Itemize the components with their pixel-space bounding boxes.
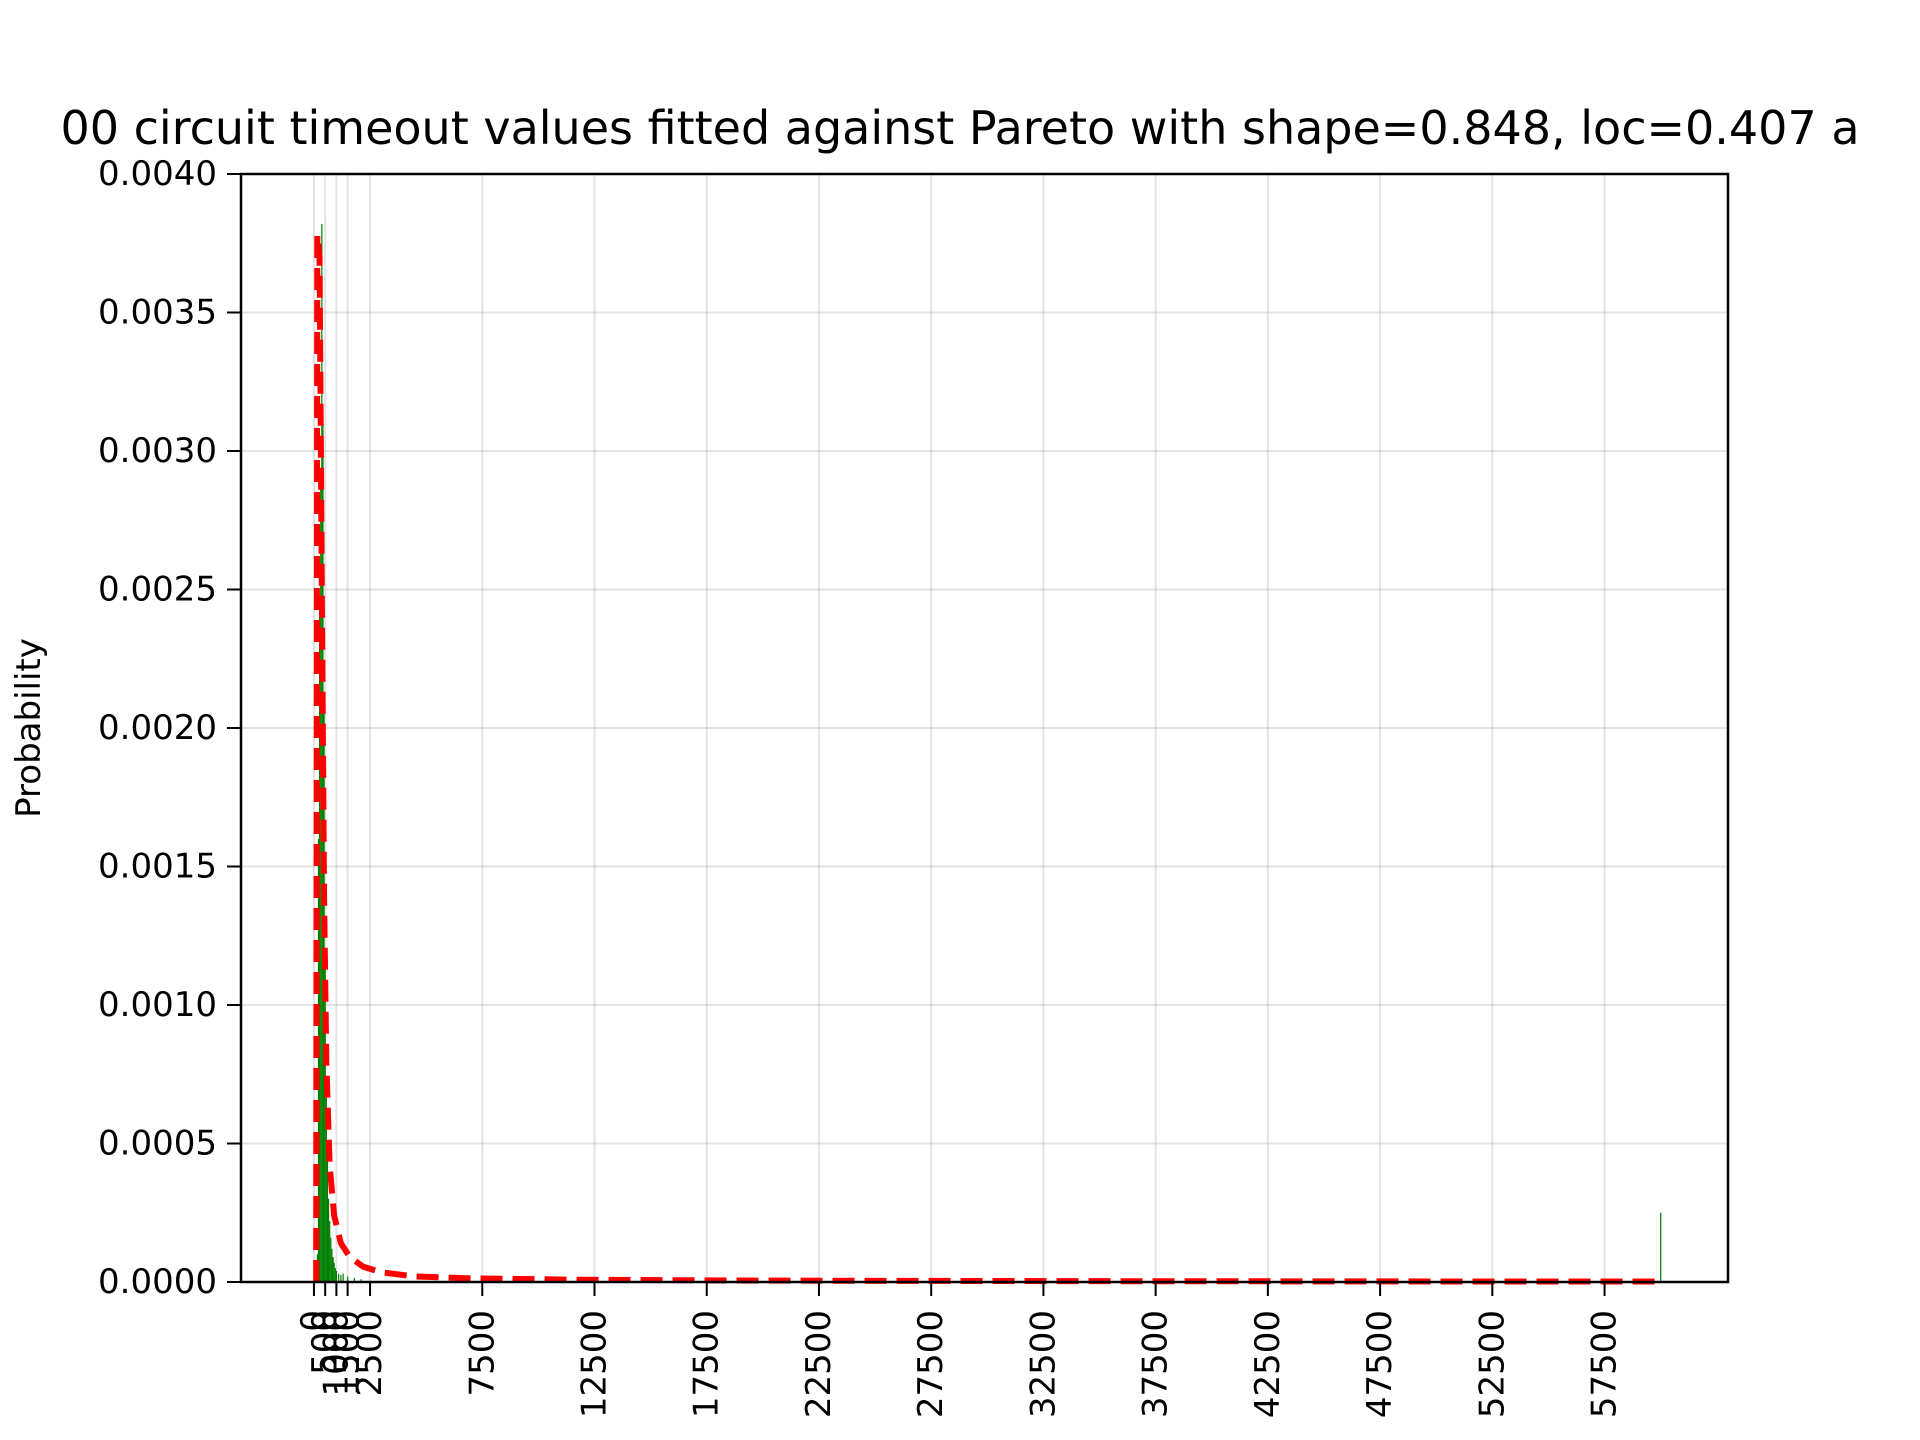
y-tick-label-0: 0.0000 [98, 1262, 217, 1302]
histogram-bar-12 [330, 1237, 332, 1282]
x-tick-label-11: 37500 [1136, 1310, 1176, 1418]
x-tick-label-2: 1000 [316, 1310, 356, 1397]
x-tick-label-7: 17500 [687, 1310, 727, 1418]
histogram-bar-1 [317, 838, 320, 1282]
histogram-bar-11 [329, 1221, 331, 1282]
chart-title: 00 circuit timeout values fitted against… [60, 101, 1859, 155]
histogram-bar-23 [360, 1279, 362, 1282]
histogram-bar-10 [327, 1198, 330, 1282]
x-tick-label-4: 2500 [350, 1310, 390, 1397]
histogram-bar-22 [353, 1277, 355, 1282]
histogram-bar-21 [347, 1276, 349, 1282]
x-tick-label-9: 27500 [911, 1310, 951, 1418]
y-tick-label-1: 0.0005 [98, 1124, 217, 1164]
histogram-bar-4 [321, 223, 323, 1283]
y-tick-label-5: 0.0025 [98, 570, 217, 610]
histogram-bar-15 [333, 1262, 335, 1282]
x-tick-label-13: 47500 [1360, 1310, 1400, 1418]
histogram-bar-18 [338, 1273, 340, 1282]
x-tick-label-6: 12500 [575, 1310, 615, 1418]
histogram-bar-8 [325, 1088, 327, 1282]
histogram-bar-13 [331, 1248, 333, 1282]
y-tick-label-7: 0.0035 [98, 293, 217, 333]
histogram-bar-17 [335, 1270, 338, 1282]
x-tick-label-0: 0 [294, 1310, 334, 1332]
histogram-bar-20 [342, 1273, 344, 1282]
histogram-bar-16 [334, 1268, 336, 1282]
histogram-bar-2 [318, 617, 321, 1282]
y-tick-label-3: 0.0015 [98, 847, 217, 887]
x-tick-label-3: 1500 [328, 1310, 368, 1397]
histogram-bar-19 [340, 1275, 342, 1282]
histogram-bar-3 [320, 478, 322, 1282]
y-tick-label-6: 0.0030 [98, 431, 217, 471]
x-tick-label-15: 57500 [1585, 1310, 1625, 1418]
y-tick-label-8: 0.0040 [98, 154, 217, 194]
x-tick-label-10: 32500 [1023, 1310, 1063, 1418]
histogram-bar-9 [326, 1157, 329, 1282]
x-tick-label-14: 52500 [1472, 1310, 1512, 1418]
x-tick-label-12: 42500 [1248, 1310, 1288, 1418]
y-tick-label-2: 0.0010 [98, 985, 217, 1025]
histogram-bar-24 [1660, 1212, 1662, 1282]
x-tick-label-5: 7500 [462, 1310, 502, 1397]
histogram-bar-14 [332, 1257, 334, 1282]
x-tick-label-1: 500 [305, 1310, 345, 1375]
y-tick-label-4: 0.0020 [98, 708, 217, 748]
y-axis-label: Probability [9, 638, 49, 818]
x-tick-label-8: 22500 [799, 1310, 839, 1418]
